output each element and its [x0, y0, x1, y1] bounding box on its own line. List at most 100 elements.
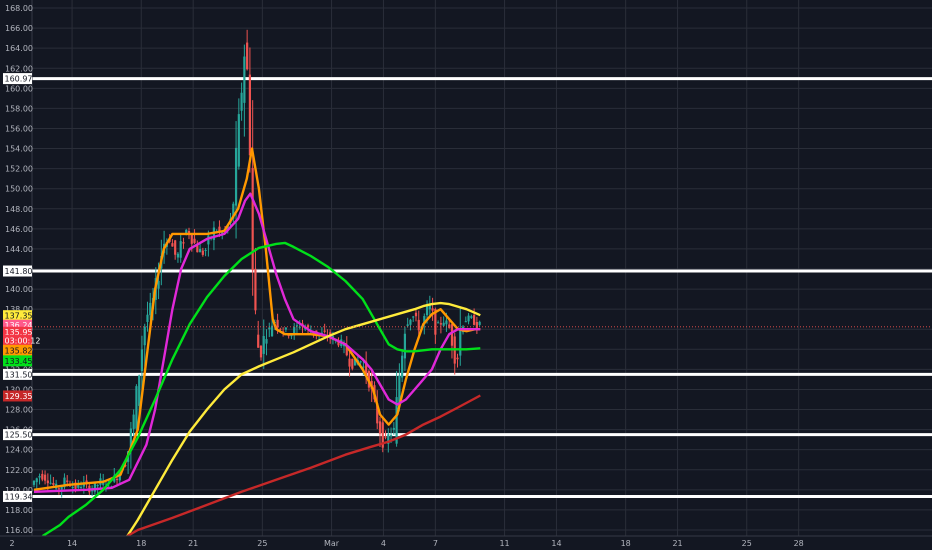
x-tick-label: 14: [67, 539, 77, 548]
candle-body: [246, 42, 249, 70]
candle-body: [149, 302, 152, 316]
candle-body: [146, 314, 149, 322]
x-tick-label: 28: [794, 539, 804, 548]
candle-body: [473, 315, 476, 325]
price-badge: [3, 334, 32, 346]
candle-body: [323, 330, 326, 332]
candle-body: [293, 327, 296, 336]
candle-body: [232, 203, 235, 219]
candle-body: [226, 226, 229, 230]
candle-body: [234, 147, 238, 206]
candle-body: [96, 484, 99, 487]
x-tick-label: 7: [433, 539, 438, 548]
candle-body: [403, 333, 407, 359]
corner-label[interactable]: 2: [9, 539, 14, 548]
candle-body: [35, 478, 38, 483]
candle-body: [140, 349, 144, 372]
candle-body: [46, 480, 49, 484]
y-tick-label: 166.00: [5, 24, 33, 33]
candle-body: [193, 238, 196, 243]
candle-body: [428, 304, 431, 310]
candle-body: [439, 323, 442, 325]
candle-body: [406, 324, 409, 326]
candle-body: [384, 436, 387, 438]
candle-body: [85, 480, 88, 484]
candle-body: [179, 241, 182, 258]
y-tick-label: 128.00: [5, 406, 33, 415]
series-line: [41, 241, 481, 538]
candle-body: [204, 250, 207, 252]
y-tick-label: 138.00: [5, 305, 33, 314]
candle-body: [445, 320, 448, 325]
price-badge: [3, 355, 32, 367]
candle-body: [243, 56, 246, 103]
candle-body: [251, 167, 254, 271]
candle-body: [60, 486, 63, 490]
y-tick-label: 144.00: [5, 245, 33, 254]
candle-body: [262, 336, 265, 354]
y-tick-label: 122.00: [5, 466, 33, 475]
candle-body: [425, 304, 429, 316]
candle-body: [279, 328, 282, 330]
x-tick-label: 25: [742, 539, 752, 548]
candle-body: [93, 482, 96, 492]
candle-body: [138, 375, 141, 406]
x-tick-label: 21: [188, 539, 198, 548]
x-tick-label: Mar: [324, 539, 340, 548]
candle-body: [38, 476, 41, 478]
y-tick-label: 154.00: [5, 145, 33, 154]
candle-body: [52, 483, 55, 485]
candle-body: [129, 428, 132, 451]
candle-body: [254, 268, 257, 311]
price-badge: [3, 310, 32, 322]
candle-body: [41, 473, 44, 480]
candle-body: [118, 472, 121, 481]
candle-body: [345, 345, 348, 356]
x-tick-label: 14: [551, 539, 561, 548]
time-axis-panel: [0, 536, 932, 550]
candle-body: [298, 326, 301, 328]
price-badge-label: 119.34: [5, 492, 33, 501]
candle-body: [284, 327, 287, 330]
candle-body: [66, 480, 69, 482]
price-badge-label: 133.45: [5, 357, 33, 366]
y-tick-label: 130.00: [5, 385, 33, 394]
y-tick-label: 160.00: [5, 84, 33, 93]
price-badge-label: 137.35: [5, 312, 33, 321]
candle-body: [414, 312, 418, 317]
candle-body: [115, 478, 119, 481]
candle-body: [268, 327, 271, 330]
y-tick-label: 158.00: [5, 104, 33, 113]
candle-body: [259, 345, 263, 358]
candle-body: [57, 488, 61, 490]
candle-body: [431, 308, 434, 311]
candle-body: [207, 235, 210, 245]
candle-body: [442, 322, 445, 326]
price-badge-label: 125.50: [5, 431, 33, 440]
x-tick-label: 11: [499, 539, 509, 548]
y-tick-label: 152.00: [5, 165, 33, 174]
candle-body: [124, 464, 127, 467]
horizontal-levels: [32, 77, 932, 498]
x-tick-label: 18: [136, 539, 146, 548]
candle-body: [237, 114, 240, 167]
candle-body: [248, 74, 252, 156]
candle-body: [77, 483, 80, 488]
price-badge: [3, 73, 32, 85]
y-tick-label: 140.00: [5, 285, 33, 294]
candle-body: [201, 250, 204, 255]
y-tick-label: 162.00: [5, 64, 33, 73]
candle-body: [417, 319, 420, 331]
price-badges: 160.97141.80137.35136.24135.9503:00:1213…: [3, 73, 40, 502]
candle-body: [389, 435, 393, 437]
time-axis[interactable]: 14 18 21 25 Mar 4 7 11 14 18 21 25 28 2: [0, 535, 932, 550]
candle-body: [467, 315, 470, 322]
candle-body: [295, 325, 299, 327]
candle-body: [218, 226, 221, 232]
candle-body: [132, 414, 135, 429]
candle-body: [49, 482, 52, 484]
candle-body: [79, 486, 83, 488]
candle-body: [198, 248, 202, 253]
